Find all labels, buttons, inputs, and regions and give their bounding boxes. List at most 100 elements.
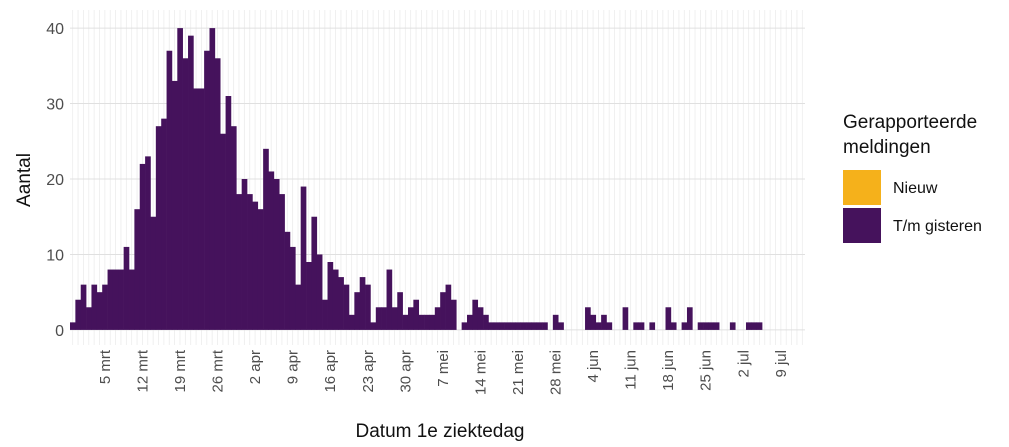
bar <box>311 216 318 330</box>
bar <box>112 269 119 330</box>
bar <box>670 322 677 330</box>
bar <box>161 118 167 330</box>
bar <box>558 322 564 330</box>
bar <box>171 80 178 330</box>
legend-title: Gerapporteerde meldingen <box>843 112 978 158</box>
bar <box>204 50 210 330</box>
x-tick-label: 26 mrt <box>210 349 227 392</box>
x-axis-title: Datum 1e ziektedag <box>356 421 525 442</box>
bar <box>434 307 441 330</box>
bar <box>257 209 264 330</box>
bar <box>488 322 495 330</box>
bar <box>686 307 693 330</box>
bar <box>649 322 656 330</box>
bar <box>306 262 312 330</box>
bar <box>166 50 173 330</box>
bar <box>745 322 752 330</box>
bar <box>91 284 98 330</box>
bar <box>70 322 76 330</box>
bar <box>220 133 226 330</box>
bar <box>440 292 446 330</box>
bar <box>118 269 124 330</box>
bar <box>467 314 473 330</box>
bar <box>241 179 248 330</box>
bar <box>139 163 146 330</box>
bar <box>509 322 516 330</box>
bar <box>756 322 763 330</box>
bar <box>322 299 328 330</box>
bar <box>729 322 736 330</box>
bar <box>606 322 613 330</box>
x-tick-label: 18 jun <box>660 350 677 391</box>
x-tick-label: 7 mei <box>435 350 452 387</box>
bar <box>633 322 639 330</box>
bar <box>263 148 269 330</box>
bar <box>107 269 114 330</box>
bar <box>708 322 715 330</box>
y-tick-label: 20 <box>46 172 64 189</box>
bar <box>359 277 366 330</box>
bar <box>595 322 602 330</box>
x-tick-label: 30 apr <box>397 350 414 393</box>
legend-label: Nieuw <box>893 180 938 197</box>
legend-label: T/m gisteren <box>893 218 982 235</box>
bar <box>665 307 672 330</box>
bar <box>526 322 532 330</box>
legend-key <box>843 170 881 205</box>
x-tick-label: 9 jul <box>773 350 790 378</box>
bar <box>450 299 457 330</box>
bar <box>295 284 301 330</box>
bar <box>397 292 403 330</box>
bar <box>472 299 479 330</box>
bar <box>289 246 296 330</box>
bar <box>515 322 521 330</box>
bar <box>80 284 87 330</box>
bar <box>209 28 216 330</box>
bar <box>145 156 151 330</box>
x-tick-label: 2 jul <box>735 350 752 378</box>
bar <box>198 88 205 330</box>
bar <box>193 88 200 330</box>
bar <box>230 126 237 330</box>
bar <box>461 322 468 330</box>
bar <box>445 284 452 330</box>
bar <box>155 126 162 330</box>
bar <box>375 307 382 330</box>
bar <box>102 284 108 330</box>
bar <box>348 314 355 330</box>
bar <box>86 307 92 330</box>
bar <box>751 322 758 330</box>
bar <box>402 314 409 330</box>
bar <box>300 186 307 330</box>
x-tick-label: 4 jun <box>585 350 602 383</box>
bar <box>123 246 130 330</box>
bar <box>354 292 361 330</box>
bar <box>429 314 436 330</box>
bar <box>483 314 489 330</box>
bar <box>365 284 371 330</box>
x-tick-label: 14 mei <box>472 350 489 395</box>
bar <box>585 307 591 330</box>
bar <box>370 322 377 330</box>
bar <box>638 322 645 330</box>
bar <box>182 58 189 330</box>
bar <box>338 277 344 330</box>
bar <box>536 322 543 330</box>
bar <box>531 322 538 330</box>
y-tick-label: 10 <box>46 247 64 264</box>
bar <box>129 269 135 330</box>
bar <box>273 179 280 330</box>
bar <box>214 58 221 330</box>
x-tick-label: 2 apr <box>247 350 264 384</box>
bar <box>504 322 511 330</box>
bar <box>177 28 183 330</box>
x-tick-label: 28 mei <box>548 350 565 395</box>
y-tick-label: 30 <box>46 97 64 114</box>
bar <box>252 201 259 330</box>
bar <box>681 322 688 330</box>
bar <box>284 231 291 330</box>
bar <box>552 314 559 330</box>
bar <box>499 322 505 330</box>
